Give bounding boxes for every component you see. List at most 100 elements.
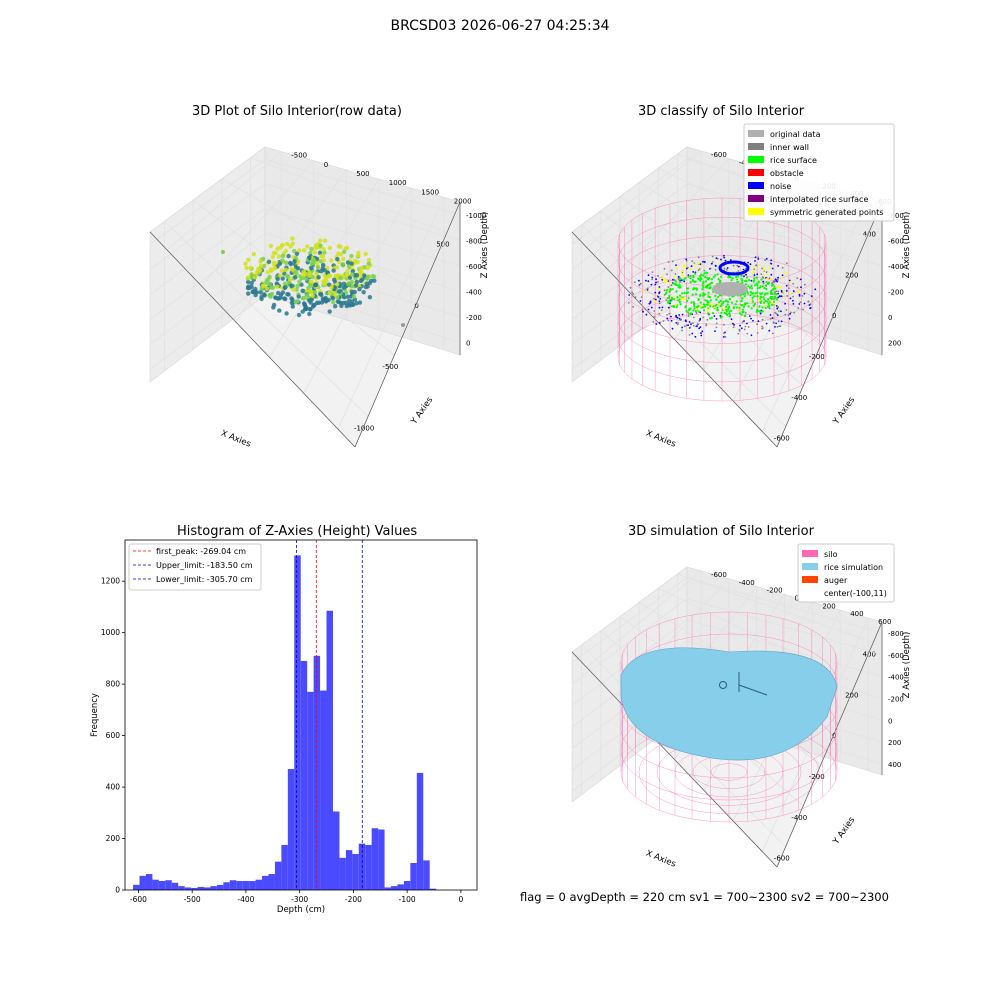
y-tick-label: 1500 <box>421 188 439 196</box>
legend-entry: silo <box>824 550 838 559</box>
rice-surface-point <box>699 277 702 280</box>
histogram-bar <box>178 886 185 890</box>
noise-point <box>655 281 657 284</box>
y-tick-label: 800 <box>106 680 121 689</box>
noise-point <box>640 296 643 298</box>
z-tick-label: -200 <box>888 288 904 296</box>
noise-point <box>768 277 771 280</box>
rice-surface-point <box>746 302 749 305</box>
symmetric-point <box>673 296 676 299</box>
noise-point <box>688 321 691 323</box>
noise-point <box>780 320 783 323</box>
raw-point <box>354 279 360 285</box>
rice-surface-point <box>728 312 731 315</box>
rice-surface-point <box>717 301 721 304</box>
noise-point <box>765 257 768 260</box>
noise-point <box>655 278 657 281</box>
raw-point <box>318 238 323 243</box>
y-gridline <box>337 197 445 430</box>
z-tick-label: -800 <box>888 212 904 220</box>
z-tick-label: 400 <box>888 761 901 769</box>
raw-point <box>293 275 298 280</box>
rice-surface-point <box>717 295 720 299</box>
noise-point <box>777 276 779 279</box>
rice-surface-point <box>693 303 696 306</box>
noise-point <box>685 260 688 262</box>
noise-point <box>658 306 661 309</box>
rice-surface-point <box>756 295 759 298</box>
noise-point <box>814 288 817 291</box>
rice-surface-point <box>725 308 728 311</box>
figure-title: BRCSD03 2026-06-27 04:25:34 <box>390 18 610 34</box>
x-tick-label: 0 <box>458 895 463 904</box>
rice-surface-point <box>761 306 764 309</box>
raw-point <box>318 243 323 248</box>
noise-point <box>632 293 635 295</box>
raw-point <box>289 284 295 289</box>
noise-point <box>761 327 763 330</box>
raw-point <box>268 243 274 249</box>
x-tick-label: -400 <box>237 895 254 904</box>
raw-point <box>349 253 354 259</box>
noise-point <box>702 260 704 263</box>
rice-surface-point <box>684 277 687 280</box>
rice-surface-point <box>702 274 705 277</box>
noise-point <box>787 314 790 317</box>
x-tick-label: -600 <box>774 435 790 443</box>
rice-surface-point <box>707 295 710 298</box>
classify-plot-title: 3D classify of Silo Interior <box>638 104 805 119</box>
noise-point <box>792 299 794 302</box>
rice-surface-point <box>740 277 743 280</box>
legend-swatch <box>748 143 764 150</box>
noise-point <box>754 256 757 259</box>
noise-point <box>723 332 725 334</box>
histogram-bar <box>403 880 411 890</box>
rice-surface-point <box>765 287 768 291</box>
plot-frame <box>124 539 478 891</box>
raw-point <box>276 254 282 259</box>
y-tick-label: -600 <box>711 571 727 579</box>
y-tick-label: 600 <box>878 618 891 626</box>
rice-surface-point <box>672 305 676 308</box>
noise-point <box>750 279 753 282</box>
noise-point <box>679 319 682 321</box>
rice-surface-point <box>719 279 722 282</box>
histogram-bar <box>397 884 404 890</box>
symmetric-point <box>788 281 791 284</box>
rice-surface-point <box>674 280 678 283</box>
noise-point <box>668 312 671 315</box>
rice-surface-point <box>759 293 762 296</box>
noise-point <box>684 319 687 322</box>
raw-point <box>271 260 277 266</box>
raw-point <box>309 279 314 284</box>
noise-point <box>638 284 640 287</box>
noise-point <box>785 290 788 292</box>
raw-point <box>285 241 290 247</box>
rice-surface-point <box>726 303 729 306</box>
noise-point <box>802 308 804 311</box>
histogram-bar <box>391 886 398 890</box>
noise-point <box>781 274 784 277</box>
rice-surface-point <box>692 274 695 278</box>
raw-point <box>258 290 263 295</box>
raw-point <box>267 274 272 280</box>
z-tick-label: -600 <box>888 237 904 245</box>
raw-point <box>301 271 307 276</box>
noise-point <box>754 260 756 262</box>
noise-point <box>737 265 740 268</box>
rice-surface-point <box>695 287 699 290</box>
noise-point <box>777 306 780 309</box>
histogram-bar <box>184 887 192 890</box>
raw-point <box>280 253 286 259</box>
noise-point <box>690 323 692 326</box>
rice-surface-point <box>774 287 777 290</box>
y-tick-label: 600 <box>106 731 121 740</box>
noise-point <box>780 289 783 292</box>
x-gridline <box>250 157 448 306</box>
raw-point <box>351 294 357 299</box>
rice-surface-point <box>669 300 672 303</box>
noise-point <box>632 305 635 308</box>
rice-surface-point <box>775 293 778 296</box>
raw-point <box>363 251 368 257</box>
raw-point <box>341 294 347 300</box>
